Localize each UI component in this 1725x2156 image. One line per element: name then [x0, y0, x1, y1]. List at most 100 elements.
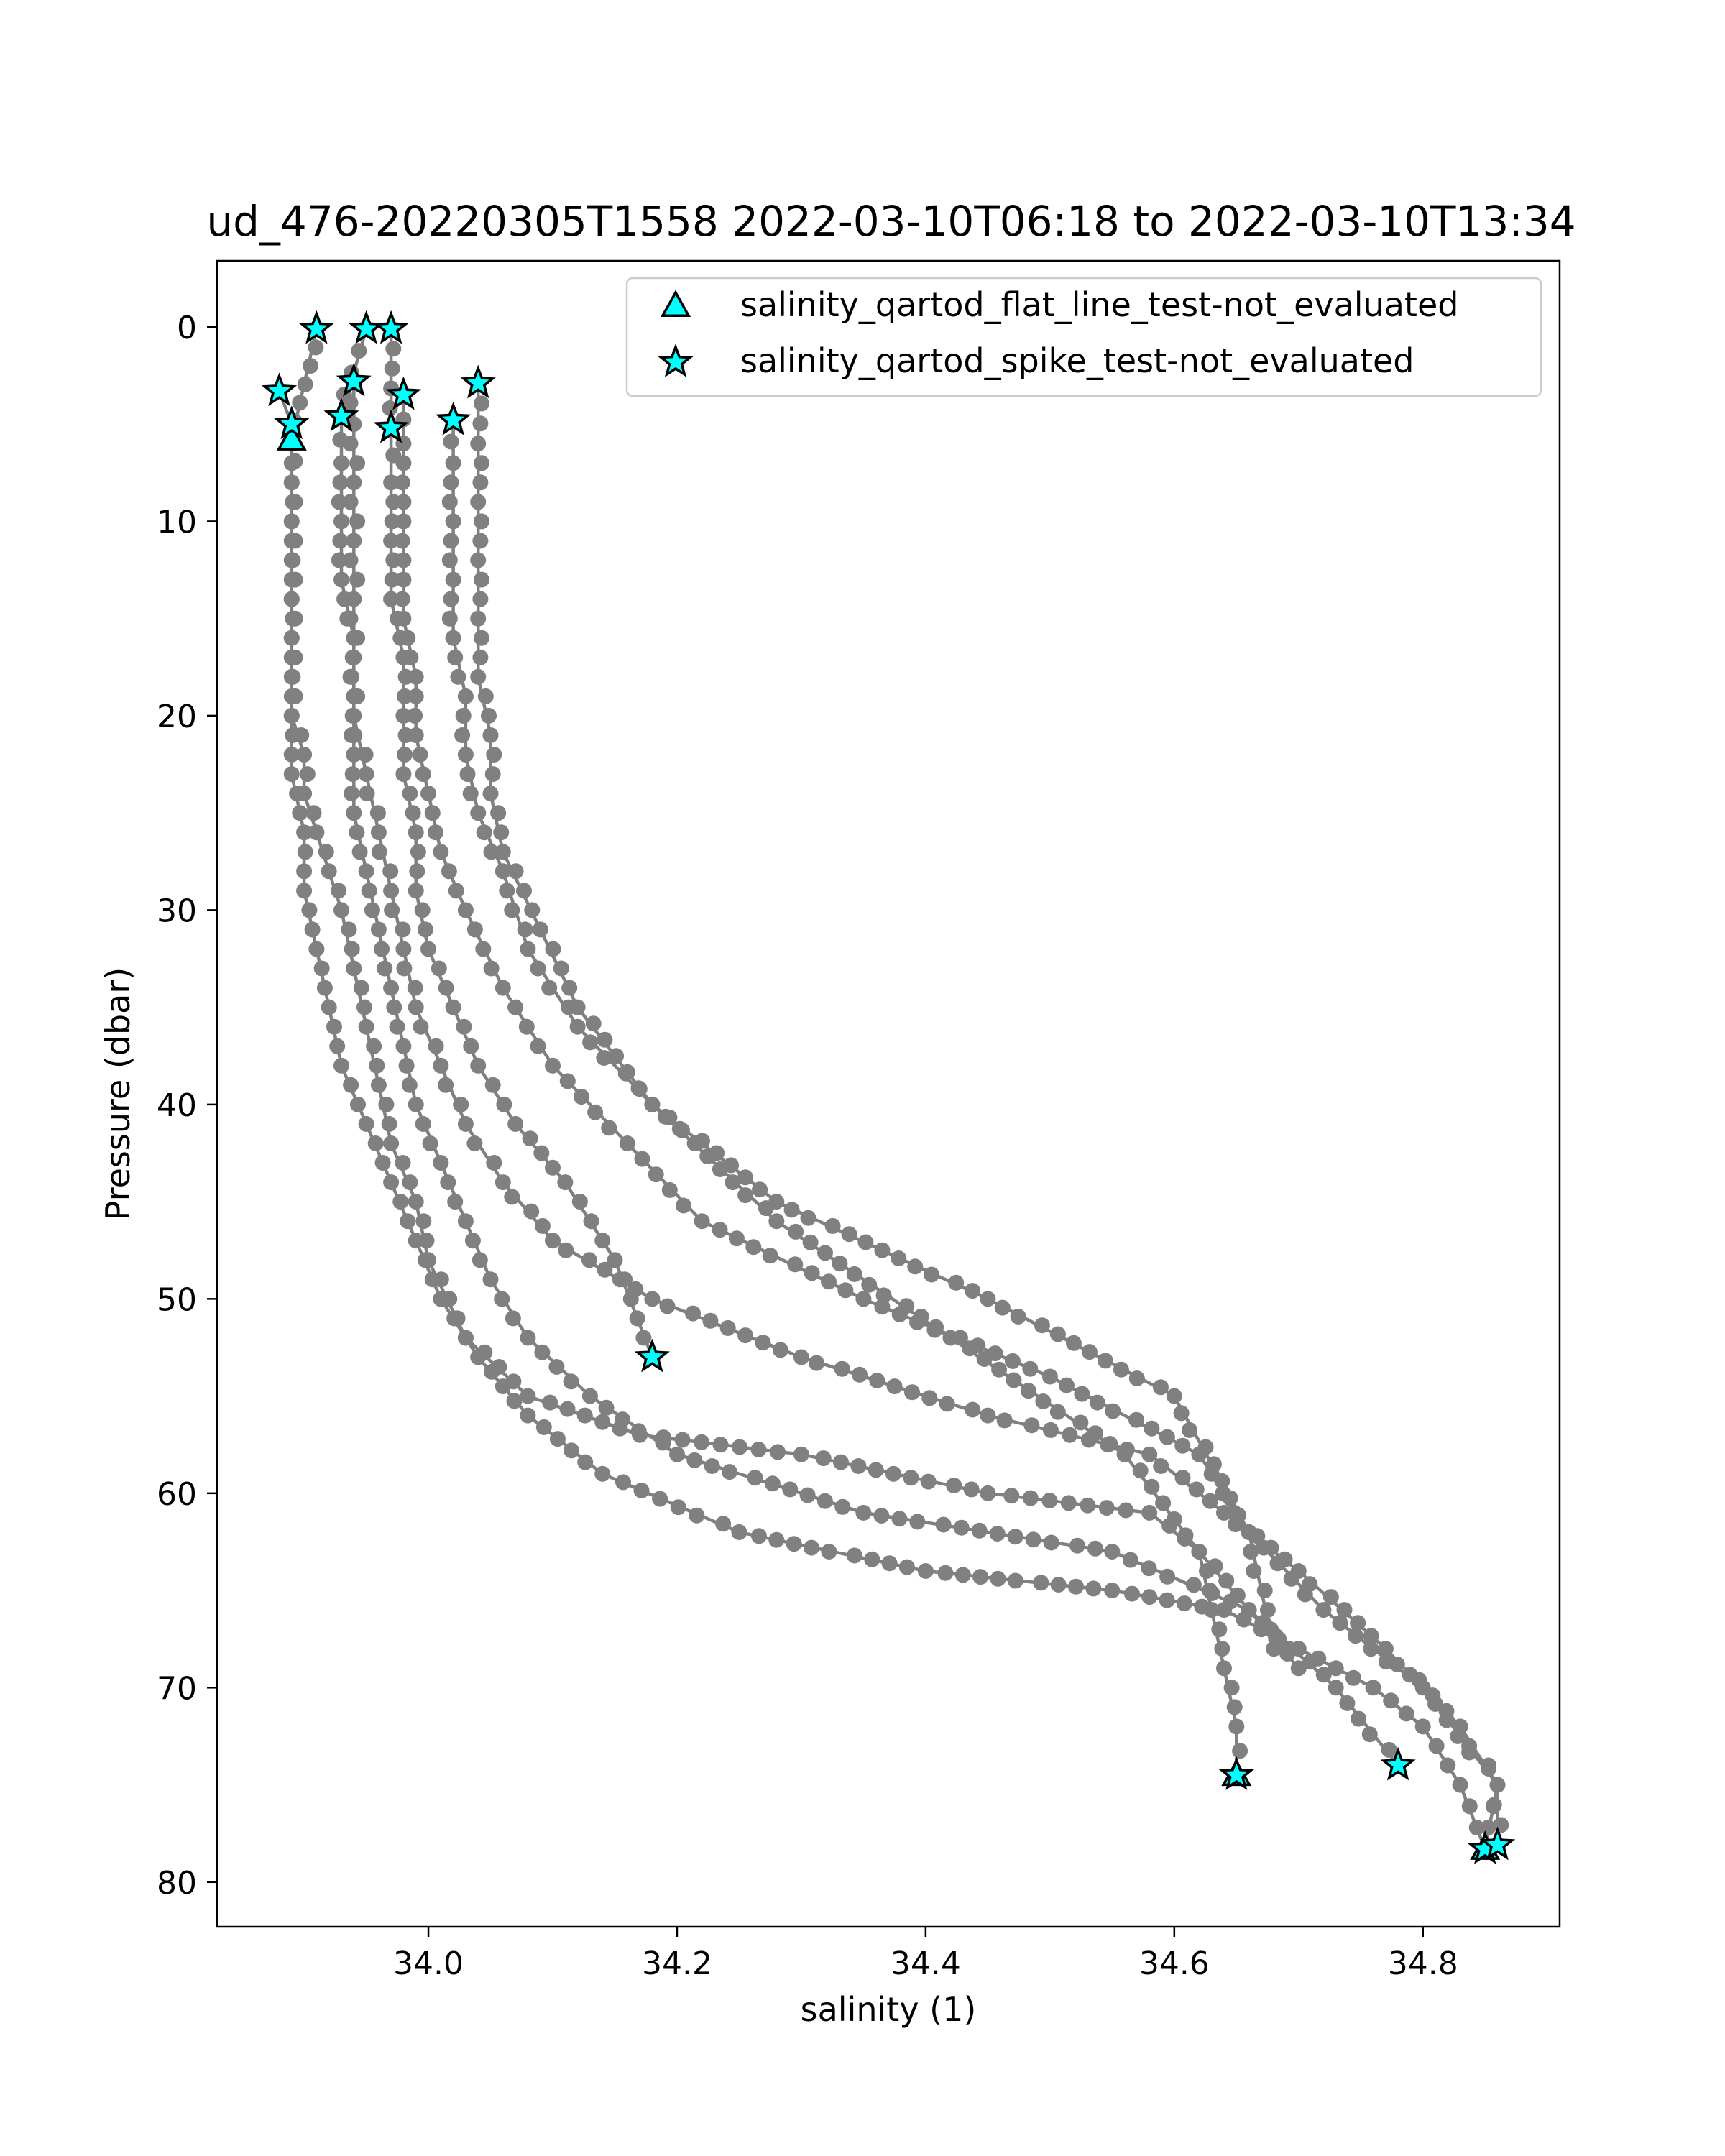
y-tick-label: 10: [157, 504, 197, 540]
profile-point: [972, 1569, 989, 1585]
profile-point: [332, 533, 349, 549]
profile-point: [1022, 1360, 1039, 1377]
profile-point: [1069, 1537, 1085, 1554]
profile-point: [722, 1464, 737, 1480]
profile-point: [499, 883, 515, 899]
profile-point: [1328, 1660, 1344, 1677]
profile-point: [334, 455, 349, 471]
profile-point: [395, 766, 412, 783]
profile-point: [464, 1233, 481, 1249]
profile-point: [903, 1470, 919, 1486]
profile-point: [1159, 1429, 1175, 1445]
profile-point: [747, 1470, 763, 1486]
y-tick-label: 80: [157, 1865, 197, 1902]
profile-point: [802, 1234, 819, 1250]
profile-point: [463, 1038, 479, 1054]
profile-point: [433, 1155, 449, 1171]
profile-point: [1346, 1669, 1361, 1686]
legend-label-flat-line: salinity_qartod_flat_line_test-not_evalu…: [740, 285, 1458, 324]
profile-point: [344, 786, 360, 802]
profile-point: [913, 1308, 929, 1325]
profile-point: [1414, 1680, 1431, 1696]
profile-point: [644, 1096, 661, 1112]
profile-point: [750, 1442, 767, 1457]
profile-point: [1105, 1403, 1121, 1419]
profile-point: [809, 1355, 825, 1371]
profile-point: [1461, 1744, 1478, 1761]
profile-point: [384, 360, 400, 377]
profile-point: [1153, 1458, 1169, 1474]
profile-point: [1058, 1377, 1075, 1393]
profile-point: [561, 980, 578, 996]
profile-point: [431, 960, 447, 977]
profile-point: [346, 649, 362, 665]
profile-point: [486, 1155, 502, 1171]
profile-point: [1216, 1660, 1232, 1677]
profile-point: [655, 1434, 671, 1451]
y-tick-label: 60: [157, 1476, 197, 1513]
profile-point: [1438, 1712, 1455, 1728]
profile-point: [351, 844, 368, 860]
profile-point: [472, 415, 489, 432]
profile-point: [532, 921, 548, 938]
profile-point: [341, 921, 357, 938]
profile-point: [394, 533, 410, 549]
profile-point: [384, 513, 400, 530]
profile-point: [283, 766, 300, 783]
profile-point: [898, 1559, 915, 1575]
profile-point: [342, 552, 359, 568]
profile-point: [296, 863, 313, 880]
profile-point: [712, 1437, 729, 1453]
profile-point: [1144, 1478, 1160, 1495]
profile-point: [569, 1018, 586, 1035]
profile-point: [1098, 1500, 1115, 1516]
profile-point: [731, 1524, 748, 1540]
profile-point: [782, 1481, 799, 1498]
profile-point: [343, 1077, 359, 1093]
profile-point: [371, 844, 387, 860]
profile-point: [694, 1434, 709, 1450]
profile-point: [394, 591, 410, 607]
profile-point: [548, 1359, 565, 1375]
profile-point: [394, 474, 410, 491]
spike-test-marker: [373, 310, 409, 344]
profile-point: [457, 688, 474, 704]
profile-point: [402, 786, 418, 802]
profile-point: [772, 1342, 788, 1358]
profile-point: [751, 1528, 767, 1544]
x-tick-label: 34.4: [891, 1945, 961, 1982]
profile-point: [821, 1273, 837, 1290]
profile-point: [598, 1399, 615, 1416]
profile-point: [346, 960, 362, 977]
profile-point: [441, 494, 458, 510]
profile-point: [332, 474, 349, 491]
profile-point: [283, 630, 300, 646]
profile-point: [520, 1407, 536, 1424]
profile-point: [702, 1312, 719, 1329]
profile-point: [816, 1493, 833, 1509]
profile-point: [1010, 1308, 1026, 1325]
profile-point: [1202, 1493, 1218, 1509]
profile-point: [457, 1115, 474, 1132]
profile-point: [395, 513, 412, 530]
profile-point: [991, 1361, 1008, 1378]
profile-point: [383, 883, 400, 899]
profile-point: [799, 1487, 816, 1503]
profile-point: [917, 1563, 934, 1579]
profile-point: [1214, 1641, 1230, 1657]
profile-point: [297, 844, 313, 860]
profile-point: [559, 1401, 576, 1417]
y-tick-label: 40: [157, 1087, 197, 1124]
profile-point: [415, 1213, 432, 1230]
profile-point: [470, 436, 487, 452]
profile-point: [334, 1057, 349, 1074]
profile-point: [470, 1057, 487, 1074]
profile-point: [1024, 1417, 1040, 1434]
profile-point: [349, 824, 365, 841]
profile-point: [793, 1446, 809, 1462]
profile-point: [474, 571, 489, 588]
profile-point: [1279, 1646, 1296, 1662]
profile-point: [285, 668, 301, 685]
profile-point: [815, 1450, 832, 1467]
legend: salinity_qartod_flat_line_test-not_evalu…: [625, 277, 1542, 397]
